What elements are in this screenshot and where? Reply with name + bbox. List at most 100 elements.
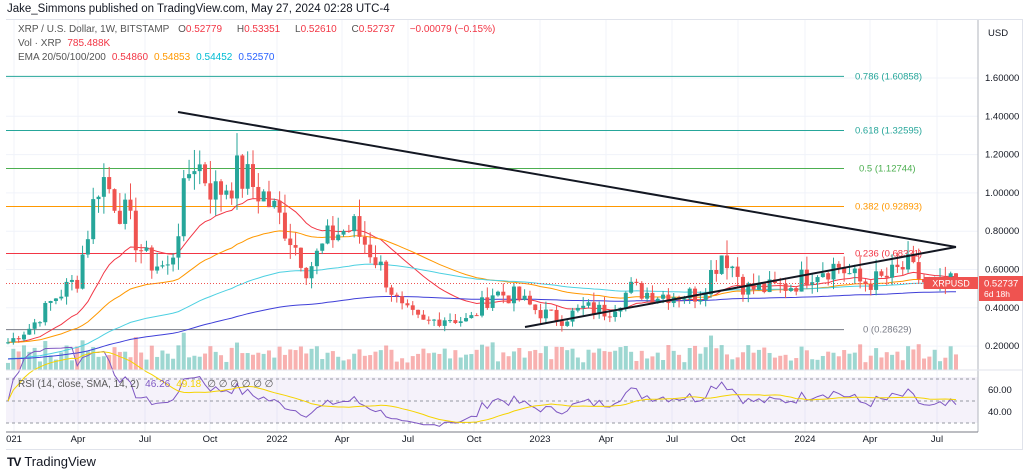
- chart-frame[interactable]: 0.786 (1.60858) 0.618 (1.32595) 0.5 (1.127…: [6, 19, 1023, 450]
- price-tick-label: 0.60000: [985, 265, 1019, 276]
- volume-bar: [906, 346, 911, 370]
- candle-body: [442, 320, 447, 326]
- open-value: 0.52779: [185, 24, 223, 35]
- candle-body: [549, 309, 554, 311]
- volume-bar: [533, 349, 538, 370]
- candle-body: [282, 212, 287, 239]
- candle-body: [522, 295, 527, 300]
- volume-bar: [922, 358, 927, 370]
- candle-body: [511, 286, 516, 304]
- candle-body: [325, 225, 330, 244]
- triangle-lower-trendline[interactable]: [524, 246, 957, 328]
- tradingview-logo[interactable]: TV TradingView: [7, 454, 96, 469]
- price-tick-label: 0.20000: [985, 341, 1019, 352]
- candle-body: [655, 298, 660, 303]
- candle-body: [272, 200, 277, 208]
- volume-bar: [43, 341, 48, 370]
- candle-body: [394, 294, 399, 297]
- volume-bar: [139, 352, 144, 370]
- candle-body: [629, 281, 634, 293]
- volume-bar: [565, 350, 570, 370]
- candle-body: [107, 177, 112, 190]
- candle-body: [874, 271, 879, 290]
- volume-bar: [203, 353, 208, 370]
- time-tick-label: 021: [6, 434, 22, 445]
- symbol-title[interactable]: XRP / U.S. Dollar, 1W, BITSTAMP: [18, 24, 170, 35]
- volume-bar: [144, 359, 149, 370]
- volume-bar: [607, 351, 612, 370]
- candle-body: [16, 338, 21, 340]
- volume-bar: [677, 354, 682, 370]
- volume-bar: [911, 349, 916, 370]
- volume-bar: [543, 346, 548, 370]
- candle-body: [533, 304, 538, 311]
- candle-body: [570, 310, 575, 322]
- volume-bar: [948, 346, 953, 370]
- triangle-upper-trendline[interactable]: [177, 111, 957, 248]
- volume-bar: [298, 346, 303, 370]
- candle-body: [469, 315, 474, 319]
- volume-bar: [101, 356, 106, 370]
- volume-bar: [858, 344, 863, 370]
- volume-bar: [709, 335, 714, 370]
- volume-bar: [181, 332, 186, 370]
- time-tick-label: Jul: [139, 434, 151, 445]
- volume-bar: [693, 345, 698, 370]
- candle-body: [266, 191, 271, 208]
- candle-body: [879, 271, 884, 276]
- volume-bar: [250, 354, 255, 370]
- candle-body: [911, 254, 916, 263]
- candle-body: [160, 265, 165, 267]
- badge-symbol: XRPUSD: [932, 279, 970, 289]
- volume-bar: [836, 356, 841, 370]
- candle-body: [719, 255, 724, 274]
- volume-bar: [879, 357, 884, 370]
- volume-bar: [788, 360, 793, 370]
- volume-bar: [16, 351, 21, 370]
- candle-body: [91, 199, 96, 240]
- volume-bar: [165, 353, 170, 370]
- volume-bar: [623, 346, 628, 370]
- candle-body: [219, 181, 224, 195]
- volume-bar: [671, 350, 676, 370]
- volume-bar: [117, 351, 122, 370]
- rsi-tick-label: 40.00: [988, 407, 1012, 418]
- volume-bar: [815, 359, 820, 370]
- volume-bar: [682, 362, 687, 370]
- price-tick-label: 0.40000: [985, 303, 1019, 314]
- candle-body: [895, 264, 900, 268]
- volume-bar: [448, 358, 453, 370]
- candle-body: [650, 292, 655, 303]
- candle-body: [330, 225, 335, 241]
- candle-body: [32, 322, 37, 329]
- candle-body: [192, 171, 197, 175]
- volume-bar: [389, 349, 394, 370]
- volume-bar: [11, 348, 16, 370]
- price-chart[interactable]: 0.786 (1.60858) 0.618 (1.32595) 0.5 (1.127…: [6, 20, 1023, 451]
- candle-body: [75, 279, 80, 289]
- volume-bar: [932, 349, 937, 370]
- badge-price: 0.52737: [984, 279, 1018, 290]
- volume-bar: [762, 347, 767, 370]
- candle-body: [261, 191, 266, 202]
- volume-bar: [416, 353, 421, 370]
- candle-body: [527, 295, 532, 305]
- candle-body: [698, 300, 703, 302]
- candle-body: [831, 263, 836, 280]
- candle-body: [730, 266, 735, 269]
- candle-body: [11, 338, 16, 343]
- candle-body: [139, 250, 144, 252]
- volume-bar: [554, 346, 559, 370]
- volume-bar: [464, 354, 469, 370]
- volume-bar: [277, 346, 282, 370]
- currency-label[interactable]: USD: [988, 28, 1008, 39]
- volume-bar: [581, 362, 586, 370]
- volume-bar: [208, 346, 213, 370]
- candle-body: [847, 273, 852, 275]
- volume-bar: [320, 359, 325, 370]
- volume-bar: [506, 356, 511, 370]
- candle-body: [591, 302, 596, 314]
- volume-bar: [522, 357, 527, 370]
- volume-bar: [123, 351, 128, 370]
- candle-body: [224, 190, 229, 195]
